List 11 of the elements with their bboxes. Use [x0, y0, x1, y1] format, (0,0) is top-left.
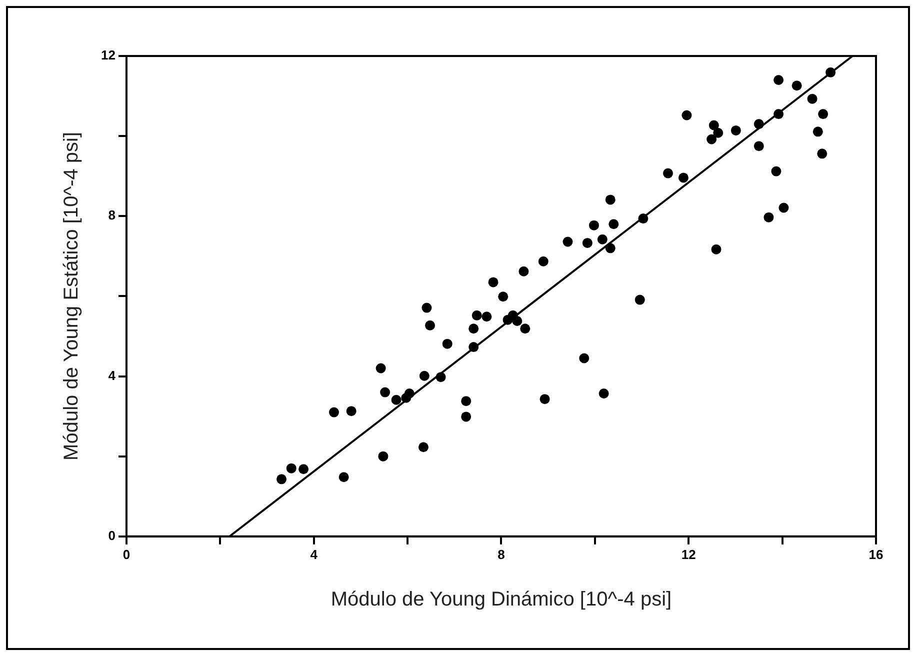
- x-tick-label: 0: [122, 546, 130, 562]
- x-tick-label: 8: [498, 546, 505, 562]
- x-tick-label: 4: [310, 546, 318, 562]
- x-tick-label: 16: [868, 546, 884, 562]
- x-tick-label: 12: [681, 546, 696, 562]
- y-tick-label: 4: [108, 368, 116, 383]
- y-tick-label: 0: [108, 528, 116, 543]
- y-tick-label: 8: [108, 208, 116, 223]
- x-axis-title: Módulo de Young Dinámico [10^-4 psi]: [330, 588, 672, 611]
- y-axis-title: Módulo de Young Estático [10^-4 psi]: [60, 132, 83, 460]
- y-tick-label: 12: [100, 48, 116, 63]
